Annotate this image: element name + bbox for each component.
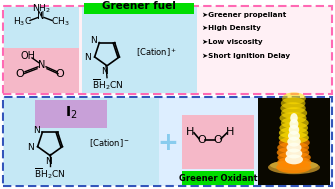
Ellipse shape — [281, 117, 309, 129]
Ellipse shape — [276, 156, 311, 168]
Text: N: N — [27, 143, 34, 152]
Ellipse shape — [277, 147, 310, 158]
Ellipse shape — [268, 160, 320, 174]
Text: O: O — [56, 69, 64, 79]
Ellipse shape — [288, 131, 300, 141]
Ellipse shape — [277, 161, 312, 173]
Bar — [35, 100, 107, 128]
Text: $\mathregular{CH_3}$: $\mathregular{CH_3}$ — [51, 15, 69, 28]
Text: I$_2$: I$_2$ — [65, 105, 77, 121]
Ellipse shape — [282, 92, 306, 104]
Ellipse shape — [289, 125, 299, 135]
Text: N: N — [102, 67, 109, 76]
Bar — [4, 48, 79, 93]
Bar — [258, 98, 330, 185]
Text: [Cation]$^+$: [Cation]$^+$ — [136, 47, 178, 59]
Text: $\mathregular{\overline{B}H_2CN}$: $\mathregular{\overline{B}H_2CN}$ — [34, 166, 66, 181]
Bar — [4, 98, 159, 185]
Text: H: H — [226, 127, 234, 137]
Text: OH: OH — [20, 51, 36, 61]
Bar — [182, 115, 254, 169]
Bar — [4, 7, 79, 48]
Text: $\mathregular{H_3C}$: $\mathregular{H_3C}$ — [12, 15, 31, 28]
Text: +: + — [157, 131, 179, 155]
Ellipse shape — [278, 142, 310, 153]
Text: ➤Low viscosity: ➤Low viscosity — [202, 39, 263, 45]
Text: O: O — [16, 69, 24, 79]
Ellipse shape — [289, 119, 298, 129]
Ellipse shape — [270, 160, 318, 170]
Ellipse shape — [285, 154, 303, 164]
Ellipse shape — [279, 137, 310, 149]
Ellipse shape — [286, 149, 302, 158]
Text: N: N — [33, 126, 40, 135]
Text: N: N — [84, 53, 91, 62]
Ellipse shape — [277, 152, 311, 163]
Text: N: N — [37, 12, 45, 22]
Ellipse shape — [281, 97, 306, 109]
Text: Greener Oxidant: Greener Oxidant — [179, 174, 257, 183]
Text: O: O — [214, 135, 222, 145]
Ellipse shape — [280, 107, 306, 119]
Ellipse shape — [279, 127, 308, 139]
Text: ➤Short Ignition Delay: ➤Short Ignition Delay — [202, 53, 290, 59]
Text: N: N — [90, 36, 97, 45]
Ellipse shape — [279, 122, 308, 134]
Bar — [3, 97, 332, 186]
Ellipse shape — [290, 113, 298, 123]
Ellipse shape — [281, 102, 307, 114]
Text: [Cation]$^-$: [Cation]$^-$ — [89, 137, 131, 149]
Text: N: N — [45, 157, 51, 166]
Bar — [82, 7, 197, 93]
Text: $\mathregular{\overline{B}H_2CN}$: $\mathregular{\overline{B}H_2CN}$ — [92, 77, 124, 92]
Ellipse shape — [279, 132, 309, 144]
Text: O: O — [198, 135, 206, 145]
Text: $\mathregular{NH_2}$: $\mathregular{NH_2}$ — [31, 2, 51, 15]
Ellipse shape — [287, 137, 301, 147]
Ellipse shape — [280, 112, 308, 124]
Ellipse shape — [286, 143, 302, 153]
Bar — [3, 6, 332, 94]
Text: ➤Greener propellant: ➤Greener propellant — [202, 12, 286, 18]
Text: H: H — [186, 127, 194, 137]
Bar — [84, 0, 194, 14]
Text: ➤High Density: ➤High Density — [202, 25, 261, 31]
Text: N: N — [38, 60, 46, 70]
Text: Greener fuel: Greener fuel — [102, 1, 176, 11]
Bar — [182, 171, 254, 185]
